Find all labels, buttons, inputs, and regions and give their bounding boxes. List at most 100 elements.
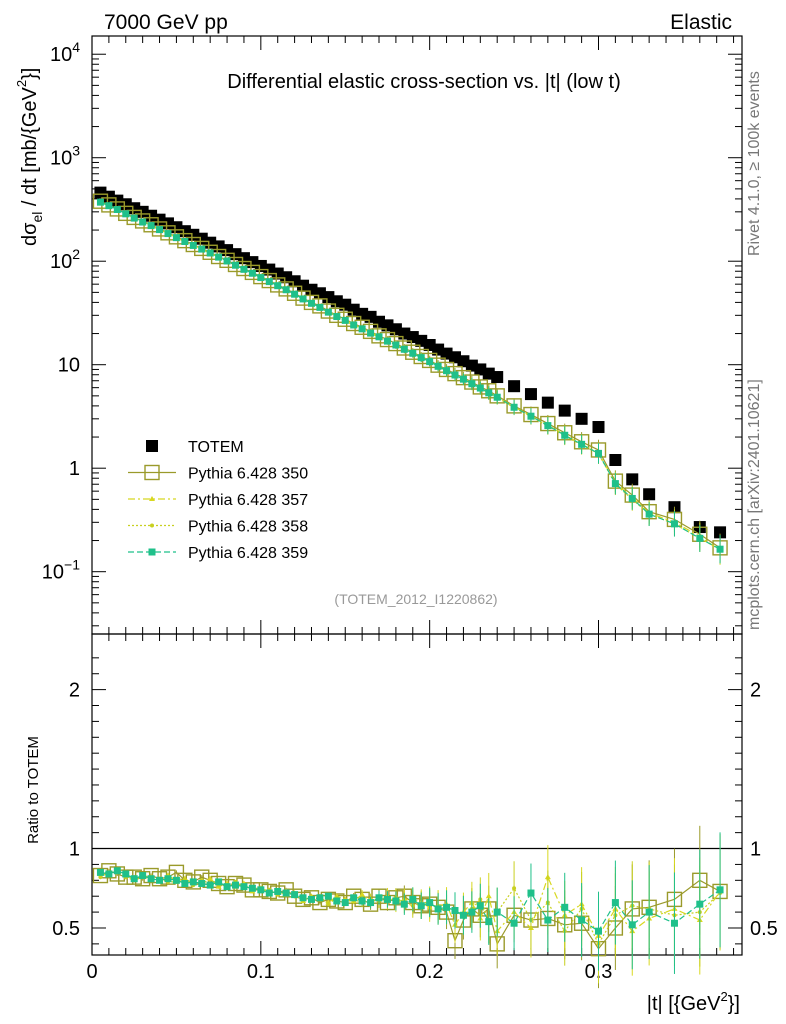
ratio-y-tick-label: 0.5 (52, 918, 80, 940)
main-series-4-point (510, 403, 518, 411)
ratio-series-4-point (307, 895, 315, 903)
ratio-series-4-point (240, 883, 248, 891)
ratio-series-4-point (375, 894, 383, 902)
main-series-4-point (172, 234, 180, 242)
ratio-series-4-point (409, 895, 417, 903)
ratio-series-4-point (493, 908, 501, 916)
ratio-series-4-point (434, 905, 442, 913)
ratio-series-4-point (451, 907, 459, 915)
main-series-4-point (291, 290, 299, 298)
main-series-0-point (221, 244, 234, 257)
ratio-y-tick-label: 1 (69, 839, 80, 861)
main-series-0-point (714, 526, 727, 539)
main-series-4-point (265, 278, 273, 286)
main-series-4-point (274, 282, 282, 290)
main-y-tick-label: 10−1 (42, 557, 80, 584)
ratio-series-4-point (400, 900, 408, 908)
main-series-4-point (459, 375, 467, 383)
legend-marker (149, 496, 155, 501)
main-series-4-point (443, 367, 451, 375)
main-series-1-point (320, 303, 337, 319)
main-series-4-point (350, 321, 358, 329)
ratio-series-4-point (341, 899, 349, 907)
chart-title: Differential elastic cross-section vs. |… (227, 71, 620, 93)
ratio-series-4-point (206, 881, 214, 889)
ratio-series-4-point (510, 919, 518, 927)
main-series-4-point (476, 384, 484, 392)
main-series-4-point (434, 362, 442, 370)
main-y-tick-label: 1 (69, 458, 80, 480)
main-series-4-point (156, 226, 164, 234)
main-series-4-point (485, 389, 493, 397)
ratio-series-4-point (172, 876, 180, 884)
x-axis-title: |t| [{GeV2}] (647, 989, 740, 1015)
ratio-series-4-point (426, 899, 434, 907)
main-series-4-point (696, 534, 704, 542)
ratio-series-4-point (333, 897, 341, 905)
main-series-4-point (181, 238, 189, 246)
legend-label: Pythia 6.428 350 (188, 466, 308, 483)
ratio-series-4-point (350, 894, 358, 902)
ratio-series-4-point (299, 894, 307, 902)
ratio-series-2-point (207, 875, 214, 881)
legend-marker (146, 440, 158, 452)
ratio-series-4-point (181, 879, 189, 887)
ratio-series-4-point (96, 868, 104, 876)
main-series-4-point (105, 202, 113, 210)
main-series-4-point (594, 449, 602, 457)
ratio-y-axis-title: Ratio to TOTEM (25, 736, 42, 844)
main-series-4-point (561, 431, 569, 439)
main-series-4-point (341, 316, 349, 324)
main-series-4-point (307, 299, 315, 307)
ratio-frame (91, 633, 743, 956)
ratio-series-4-point (105, 870, 113, 878)
legend-label: Pythia 6.428 359 (188, 545, 308, 562)
main-series-0-point (609, 454, 622, 467)
ratio-series-4-point (122, 870, 130, 878)
ratio-series-4-point (113, 867, 121, 875)
main-series-4-point (164, 230, 172, 238)
main-series-0-point (643, 488, 656, 501)
x-tick-label: 0 (86, 961, 97, 983)
main-series-4-point (493, 393, 501, 401)
main-series-1-point (286, 285, 303, 301)
main-series-4-point (611, 480, 619, 488)
main-series-4-point (451, 371, 459, 379)
legend-marker (144, 464, 160, 481)
ratio-series-4-point (156, 876, 164, 884)
main-series-4-point (96, 198, 104, 206)
ratio-series-4-point (282, 889, 290, 897)
main-series-0-point (626, 473, 639, 486)
main-series-4-point (383, 337, 391, 345)
ratio-series-3-point (512, 886, 517, 891)
main-series-4-point (426, 358, 434, 366)
main-series-4-point (316, 303, 324, 311)
main-series-4-point (215, 253, 223, 261)
main-series-4-point (645, 510, 653, 518)
ratio-series-4-point (248, 884, 256, 892)
main-series-4-point (248, 269, 256, 277)
ratio-series-4-point (367, 899, 375, 907)
ratio-series-4-point (578, 916, 586, 924)
ratio-series-4-point (476, 902, 484, 910)
ratio-series-4-point (392, 897, 400, 905)
ratio-series-4-point (358, 897, 366, 905)
ratio-y-tick-label-right: 1 (750, 839, 761, 861)
ratio-series-4-point (164, 875, 172, 883)
ratio-series-4-point (468, 908, 476, 916)
main-series-4-point (375, 333, 383, 341)
ratio-series-4-point (147, 875, 155, 883)
legend-label: Pythia 6.428 357 (188, 492, 308, 509)
ratio-series-4-point (232, 881, 240, 889)
ratio-series-2-point (485, 893, 492, 899)
ratio-series-2-line (100, 870, 721, 938)
ratio-series-4-point (716, 886, 724, 894)
ratio-series-4-point (139, 872, 147, 880)
main-series-4-point (628, 494, 636, 502)
main-series-4-point (122, 210, 130, 218)
main-series-4-point (198, 245, 206, 253)
main-series-4-point (468, 380, 476, 388)
main-series-1-point (118, 205, 134, 222)
main-series-4-point (333, 313, 341, 321)
main-series-4-point (240, 265, 248, 273)
